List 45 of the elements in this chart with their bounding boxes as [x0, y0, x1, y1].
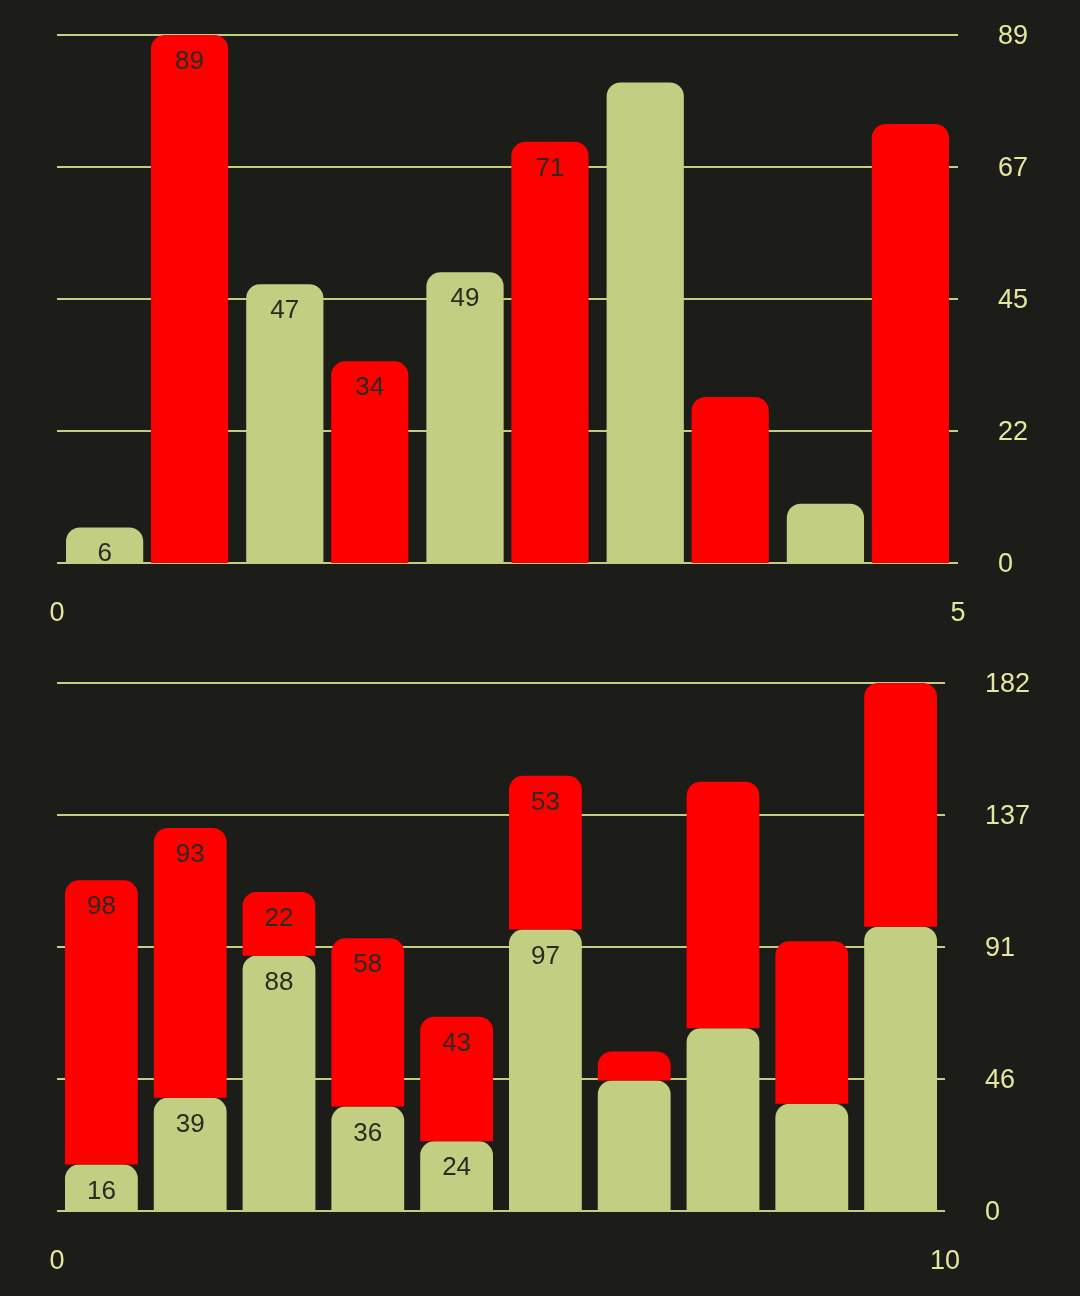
data-label: 97	[530, 939, 560, 970]
bar	[686, 781, 760, 1029]
y-tick-label: 0	[998, 548, 1014, 578]
bar	[150, 35, 229, 563]
bar	[511, 141, 589, 563]
x-tick-label: 10	[929, 1244, 961, 1275]
y-tick-label: 46	[985, 1064, 1016, 1094]
bar	[597, 1051, 671, 1081]
data-label: 43	[442, 1026, 472, 1057]
data-label: 6	[97, 537, 112, 568]
data-label: 89	[175, 45, 205, 75]
data-label: 47	[270, 294, 300, 325]
data-label: 71	[535, 151, 565, 182]
y-tick-label: 45	[998, 284, 1029, 314]
bar	[775, 941, 849, 1104]
bar	[508, 775, 582, 930]
x-tick-label: 5	[950, 596, 966, 627]
data-label: 93	[175, 838, 205, 869]
data-label: 98	[86, 890, 116, 921]
y-tick-label: 89	[998, 20, 1029, 50]
data-label: 34	[355, 371, 385, 402]
y-tick-label: 91	[985, 932, 1016, 962]
bar	[242, 891, 316, 956]
data-label: 39	[175, 1107, 205, 1138]
y-tick-label: 0	[985, 1196, 1001, 1226]
data-label: 16	[86, 1174, 116, 1205]
bar	[691, 396, 769, 563]
bar	[64, 880, 138, 1165]
y-tick-label: 67	[998, 152, 1029, 182]
bar	[331, 361, 409, 563]
bar	[331, 938, 405, 1107]
bar	[864, 683, 938, 927]
y-tick-label: 22	[998, 416, 1029, 446]
data-label: 53	[530, 785, 560, 816]
y-tick-label: 137	[985, 800, 1031, 830]
bar	[871, 123, 949, 563]
bar	[420, 1016, 494, 1142]
bar	[153, 828, 227, 1098]
data-label: 22	[264, 901, 294, 932]
data-label: 24	[442, 1151, 472, 1182]
y-tick-label: 182	[985, 668, 1031, 698]
data-label: 49	[450, 282, 480, 313]
data-label: 58	[353, 948, 383, 979]
data-label: 36	[353, 1116, 383, 1147]
data-label: 88	[264, 965, 294, 996]
